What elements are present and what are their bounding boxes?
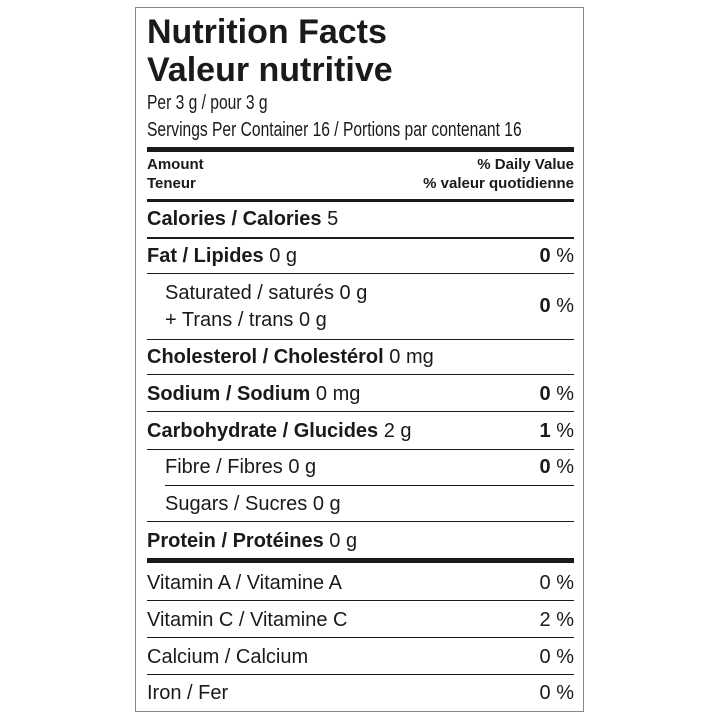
percent-sign: %: [556, 420, 574, 442]
daily-value: 0: [539, 245, 551, 267]
divider: [147, 411, 574, 412]
divider: [147, 600, 574, 601]
serving-size: Per 3 g / pour 3 g: [147, 92, 268, 114]
divider: [147, 237, 574, 239]
divider: [147, 374, 574, 375]
nutrient-row-saturated: Saturated / saturés 0 g: [165, 281, 574, 305]
nutrient-amount: 2 g: [383, 420, 412, 442]
nutrient-row-trans: + Trans / trans 0 g: [165, 308, 574, 332]
percent-sign: %: [556, 295, 574, 317]
nutrient-row-fat: Fat / Lipides 0 g 0 %: [147, 244, 574, 268]
nutrient-amount: 0 g: [329, 530, 358, 552]
daily-value: 0: [539, 383, 551, 405]
nutrient-row-protein: Protein / Protéines 0 g: [147, 529, 574, 553]
nutrient-label: Carbohydrate / Glucides: [147, 420, 379, 442]
nutrient-label: Cholesterol / Cholestérol: [147, 346, 384, 368]
vitamin-label: Iron / Fer: [147, 682, 229, 704]
vitamin-row: Vitamin A / Vitamine A 0 %: [147, 571, 574, 595]
nutrient-amount: 0 mg: [389, 346, 434, 368]
daily-value: 0: [539, 456, 551, 478]
divider: [147, 199, 574, 202]
saturated-trans-dv: 0 %: [540, 294, 574, 318]
nutrient-label: Saturated / saturés 0 g: [165, 282, 368, 304]
nutrient-row-carbohydrate: Carbohydrate / Glucides 2 g 1 %: [147, 419, 574, 443]
mineral-row: Iron / Fer 0 %: [147, 681, 574, 705]
title-fr: Valeur nutritive: [147, 51, 393, 89]
nutrient-label: + Trans / trans 0 g: [165, 309, 327, 331]
nutrient-label: Fat / Lipides: [147, 245, 264, 267]
divider: [165, 485, 574, 486]
daily-value: 2 %: [539, 609, 574, 631]
divider: [147, 339, 574, 340]
title-en: Nutrition Facts: [147, 13, 387, 51]
vitamin-row: Vitamin C / Vitamine C 2 %: [147, 608, 574, 632]
divider: [147, 674, 574, 675]
daily-value-header-fr: % valeur quotidienne: [423, 175, 574, 192]
percent-sign: %: [556, 245, 574, 267]
amount-header: Amount: [147, 156, 204, 173]
nutrient-row-sugars: Sugars / Sucres 0 g: [165, 492, 574, 516]
daily-value-header: % Daily Value: [477, 156, 574, 173]
nutrient-row-fibre: Fibre / Fibres 0 g 0 %: [165, 455, 574, 479]
divider: [147, 637, 574, 638]
nutrition-facts-label: Nutrition Facts Valeur nutritive Per 3 g…: [135, 7, 584, 712]
percent-sign: %: [556, 383, 574, 405]
nutrient-label: Sugars / Sucres 0 g: [165, 493, 341, 515]
daily-value: 0 %: [539, 646, 574, 668]
daily-value: 0: [539, 295, 551, 317]
nutrient-label: Sodium / Sodium: [147, 383, 311, 405]
vitamin-label: Vitamin C / Vitamine C: [147, 609, 348, 631]
daily-value: 0 %: [539, 572, 574, 594]
daily-value: 1: [539, 420, 551, 442]
vitamin-label: Calcium / Calcium: [147, 646, 309, 668]
divider: [147, 521, 574, 522]
servings-per-container: Servings Per Container 16 / Portions par…: [147, 119, 522, 141]
nutrient-label: Fibre / Fibres 0 g: [165, 456, 317, 478]
nutrient-label: Protein / Protéines: [147, 530, 324, 552]
mineral-row: Calcium / Calcium 0 %: [147, 645, 574, 669]
vitamin-label: Vitamin A / Vitamine A: [147, 572, 342, 594]
teneur-header: Teneur: [147, 175, 196, 192]
nutrient-row-sodium: Sodium / Sodium 0 mg 0 %: [147, 382, 574, 406]
divider: [147, 273, 574, 274]
percent-sign: %: [556, 456, 574, 478]
calories-label: Calories / Calories: [147, 208, 322, 230]
thick-divider: [147, 147, 574, 152]
nutrient-amount: 0 g: [269, 245, 298, 267]
nutrient-row-cholesterol: Cholesterol / Cholestérol 0 mg: [147, 345, 574, 369]
calories-row: Calories / Calories 5: [147, 207, 574, 231]
calories-value: 5: [327, 208, 339, 230]
thick-divider: [147, 558, 574, 563]
daily-value: 0 %: [539, 682, 574, 704]
divider: [147, 449, 574, 450]
nutrient-amount: 0 mg: [315, 383, 361, 405]
